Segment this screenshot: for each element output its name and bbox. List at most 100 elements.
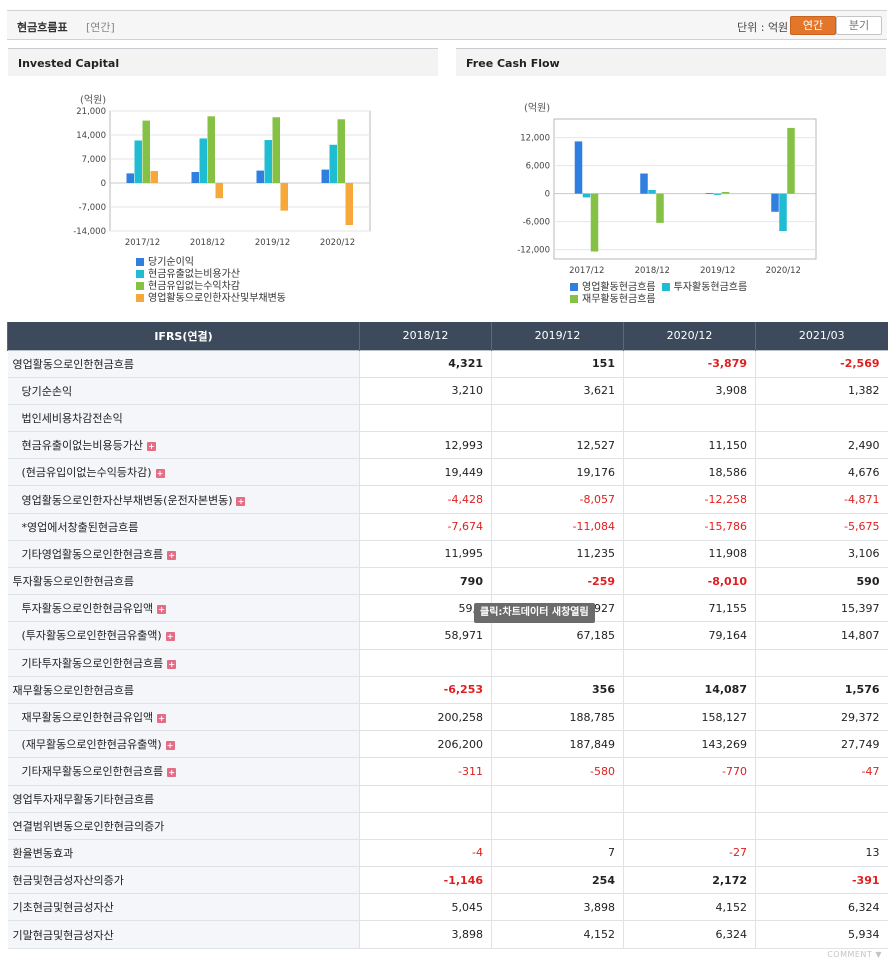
value-cell: 11,150	[623, 431, 756, 460]
invested-capital-title: Invested Capital	[18, 57, 120, 70]
bar[interactable]	[590, 193, 599, 252]
free-cash-flow-chart[interactable]: (억원) 12,000 6,000 0 -6,000 -12,000 2017/12 2018…	[456, 76, 886, 312]
bar[interactable]	[264, 140, 273, 183]
value-cell: 6,324	[623, 920, 756, 949]
y-tick-label: 12,000	[520, 134, 550, 144]
free-cash-flow-title: Free Cash Flow	[466, 57, 560, 70]
bar[interactable]	[215, 183, 224, 199]
bar[interactable]	[705, 192, 714, 194]
row-label-cell: 재무활동으로인한현금흐름	[7, 675, 360, 704]
row-label-cell: 투자활동으로인한현금유입액 +	[7, 594, 360, 623]
bar[interactable]	[345, 183, 354, 226]
bar[interactable]	[142, 120, 151, 183]
bar[interactable]	[199, 138, 208, 183]
value-cell: -27	[623, 838, 756, 868]
bar[interactable]	[779, 193, 787, 232]
value-cell: 200,258	[359, 703, 492, 732]
expand-plus-icon[interactable]: +	[236, 496, 246, 506]
bar[interactable]	[582, 193, 591, 198]
bar[interactable]	[191, 171, 200, 183]
bar[interactable]	[150, 171, 159, 183]
value-cell: 5,934	[755, 920, 888, 949]
value-cell: 71,155	[623, 594, 756, 623]
value-cell: 2,172	[623, 866, 756, 895]
table-row: 투자활동으로인한현금유입액 +59,7,927 71,155 15,397	[7, 594, 888, 623]
value-cell: 206,200	[359, 730, 492, 759]
bar[interactable]	[272, 117, 281, 183]
value-cell: 4,676	[755, 458, 888, 487]
expand-plus-icon[interactable]: +	[167, 659, 177, 669]
row-label-cell: 연결범위변동으로인한현금의증가	[7, 811, 360, 840]
bar[interactable]	[713, 193, 722, 195]
value-cell	[755, 811, 888, 840]
value-cell: 151	[491, 349, 624, 378]
value-cell: 4,152	[491, 920, 624, 949]
row-label-cell: *영업에서창출된현금흐름	[7, 513, 360, 541]
bar[interactable]	[787, 127, 795, 194]
value-cell: -47	[755, 757, 888, 786]
bar[interactable]	[648, 189, 656, 194]
bar[interactable]	[656, 193, 664, 223]
cashflow-header: 현금흐름표 [연간] 단위 : 억원 연간 분기	[7, 10, 887, 40]
value-cell: 3,898	[359, 920, 492, 949]
bar[interactable]	[126, 173, 135, 183]
comment-toggle[interactable]: COMMENT ▼	[827, 950, 882, 959]
expand-plus-icon[interactable]: +	[167, 768, 177, 778]
invested-capital-chart[interactable]: (억원)21,000 14,000 7,000 0 -7,000 -14,000 2017/…	[8, 76, 438, 312]
value-cell	[359, 404, 492, 433]
value-cell: -4,871	[755, 485, 888, 514]
quarter-button[interactable]: 분기	[836, 16, 882, 35]
expand-plus-icon[interactable]: +	[165, 741, 175, 751]
expand-plus-icon[interactable]: +	[146, 442, 156, 452]
value-cell: 254	[491, 866, 624, 895]
value-cell: 1,576	[755, 675, 888, 704]
row-label-cell: 영업활동으로인한현금흐름	[7, 349, 360, 378]
table-row: 영업활동으로인한현금흐름 4,321 151 -3,879 -2,569	[7, 349, 888, 378]
bar[interactable]	[207, 116, 216, 183]
expand-plus-icon[interactable]: +	[167, 550, 177, 560]
value-cell: 12,527	[491, 431, 624, 460]
value-cell: 590	[755, 566, 888, 596]
expand-plus-icon[interactable]: +	[155, 469, 165, 479]
bar[interactable]	[721, 192, 730, 194]
bar[interactable]	[640, 173, 648, 194]
value-cell: -12,258	[623, 485, 756, 514]
legend-label: 영업활동으로인한자산및부채변동	[148, 293, 286, 304]
legend-item: 현금유입없는수익차감	[136, 281, 286, 293]
value-cell: -391	[755, 866, 888, 895]
expand-plus-icon[interactable]: +	[157, 605, 167, 615]
row-label-cell: (투자활동으로인한현금유출액) +	[7, 621, 360, 650]
row-label-cell: 재무활동으로인한현금유입액 +	[7, 703, 360, 732]
value-cell	[491, 811, 624, 840]
bar[interactable]	[329, 144, 338, 183]
annual-button[interactable]: 연간	[790, 16, 836, 35]
table-row: 기타영업활동으로인한현금흐름 +11,995 11,235 11,908 3,106	[7, 540, 888, 569]
value-cell: 3,106	[755, 540, 888, 569]
value-cell: -2,569	[755, 349, 888, 378]
value-cell	[491, 649, 624, 677]
value-cell	[755, 404, 888, 433]
bar[interactable]	[337, 119, 346, 183]
row-label-cell: (재무활동으로인한현금유출액) +	[7, 730, 360, 759]
row-label: 투자활동으로인한현금흐름	[12, 575, 134, 589]
legend-swatch	[136, 282, 144, 290]
bar[interactable]	[280, 183, 289, 211]
bar[interactable]	[256, 170, 265, 183]
row-label: 현금유출이없는비용등가산	[21, 439, 143, 453]
bar[interactable]	[771, 193, 779, 212]
bar[interactable]	[134, 140, 143, 183]
expand-plus-icon[interactable]: +	[157, 714, 167, 724]
x-tick-label: 2020/12	[766, 266, 801, 276]
y-tick-label: 7,000	[82, 155, 106, 165]
bar[interactable]	[574, 141, 583, 194]
value-cell: 7	[491, 838, 624, 868]
bar[interactable]	[321, 169, 330, 183]
value-cell: -5,675	[755, 513, 888, 541]
unit-label: (억원)	[524, 102, 550, 114]
row-label: 영업활동으로인한자산부채변동(운전자본변동)	[21, 493, 233, 507]
expand-plus-icon[interactable]: +	[165, 632, 175, 642]
row-label-cell: 기초현금및현금성자산	[7, 893, 360, 922]
legend-swatch	[136, 270, 144, 278]
value-cell	[491, 784, 624, 813]
value-cell: 356	[491, 675, 624, 704]
